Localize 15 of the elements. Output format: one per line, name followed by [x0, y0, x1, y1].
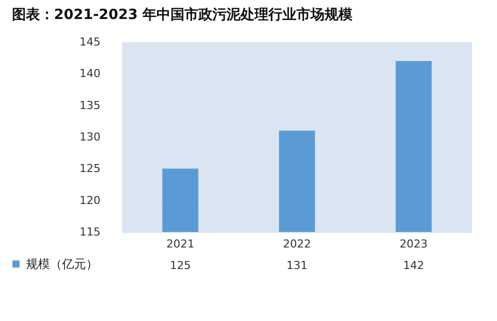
- y-tick-label: 115: [80, 226, 100, 238]
- data-label: 142: [403, 259, 424, 272]
- legend-label: 规模（亿元）: [26, 257, 98, 271]
- x-tick-label: 2023: [400, 238, 428, 250]
- y-tick-label: 140: [80, 67, 100, 80]
- x-tick-label: 2022: [283, 238, 311, 250]
- y-tick-label: 125: [80, 162, 100, 176]
- y-tick-label: 145: [80, 36, 100, 48]
- data-label: 131: [286, 259, 308, 272]
- y-tick-label: 135: [80, 98, 100, 112]
- data-label: 125: [170, 259, 191, 272]
- x-tick-label: 2021: [166, 238, 194, 250]
- y-tick-label: 130: [80, 130, 100, 144]
- y-tick-label: 120: [80, 194, 100, 207]
- chart-title: 图表：2021-2023 年中国市政污泥处理行业市场规模: [12, 6, 354, 23]
